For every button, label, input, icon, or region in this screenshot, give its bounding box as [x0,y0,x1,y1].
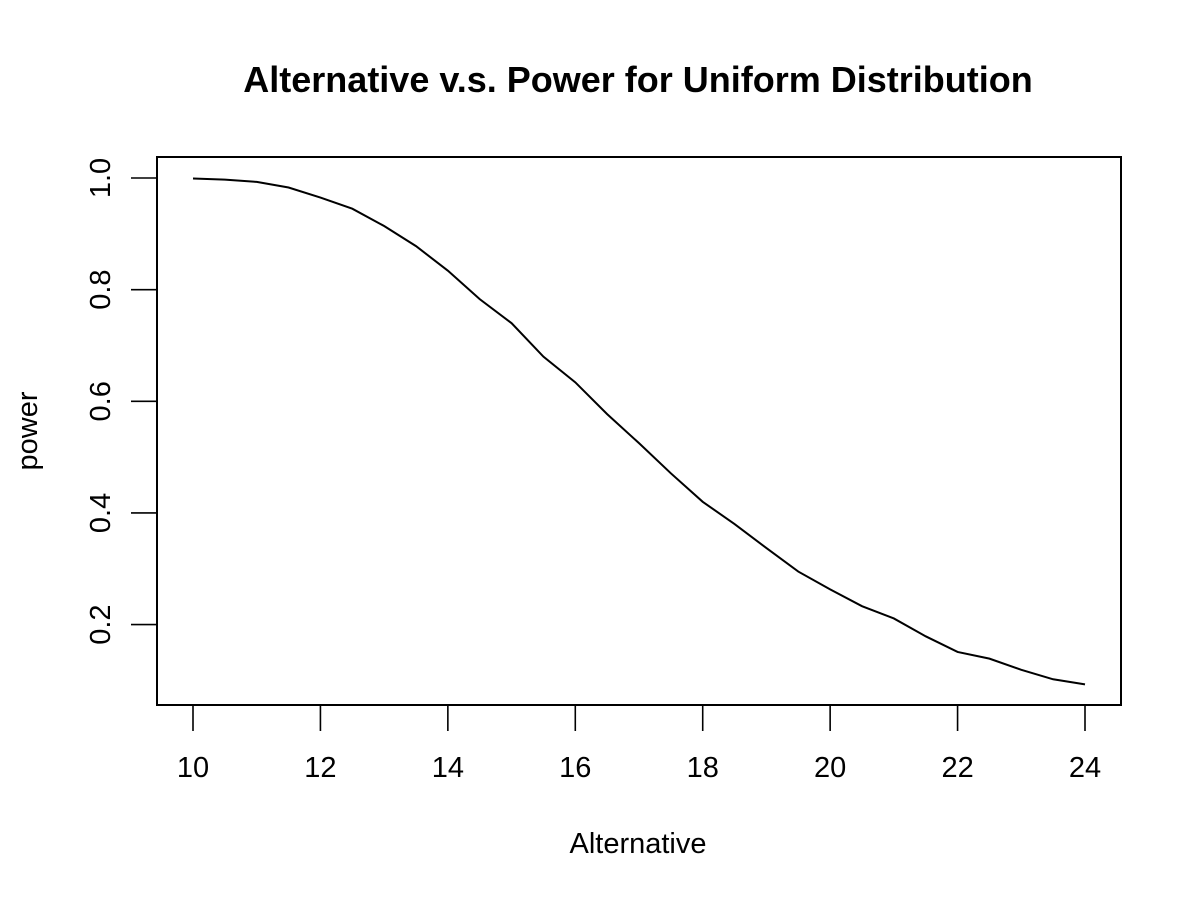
series-line [192,177,1086,686]
y-tick-label: 0.2 [85,604,117,644]
y-axis-label: power [12,391,44,470]
x-tick-label: 18 [687,752,719,784]
x-tick-label: 14 [432,752,464,784]
plot-frame [156,156,1122,706]
x-tick-label: 16 [559,752,591,784]
x-tick-label: 10 [177,752,209,784]
y-axis: 0.2 0.4 0.6 0.8 1.0 [85,158,158,645]
series-layer [192,177,1086,686]
x-tick-label: 22 [941,752,973,784]
chart-title: Alternative v.s. Power for Uniform Distr… [243,59,1032,100]
x-tick-label: 24 [1069,752,1101,784]
x-axis: 10 12 14 16 18 20 22 24 [177,704,1101,784]
x-axis-label: Alternative [569,828,706,860]
y-tick-label: 0.4 [85,493,117,533]
y-tick-label: 0.6 [85,381,117,421]
y-tick-label: 0.8 [85,269,117,309]
y-tick-label: 1.0 [85,158,117,198]
x-tick-label: 12 [304,752,336,784]
x-tick-label: 20 [814,752,846,784]
